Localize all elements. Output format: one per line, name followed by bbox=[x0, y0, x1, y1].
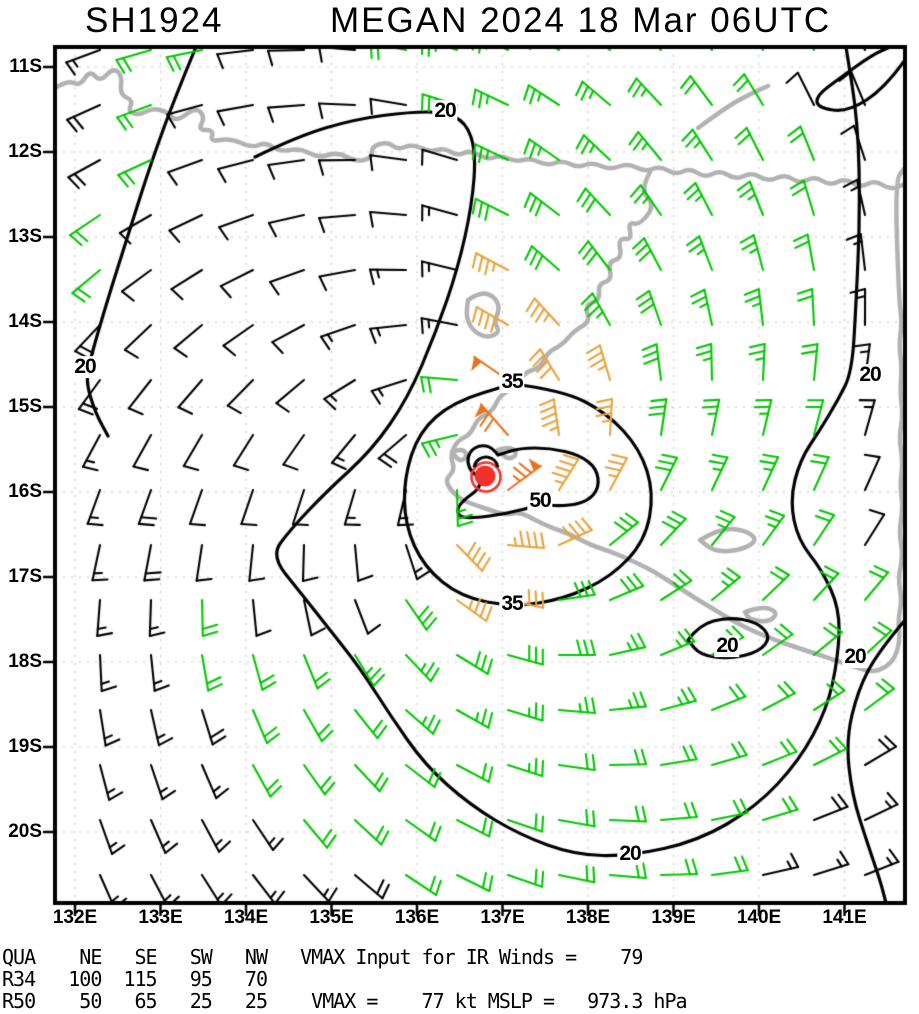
lat-tick-label-14S: 14S bbox=[8, 311, 42, 332]
lat-tick-label-20S: 20S bbox=[8, 821, 42, 842]
lon-tick-label-135E: 135E bbox=[309, 907, 354, 928]
lat-tick-label-18S: 18S bbox=[8, 651, 42, 672]
contour-label-20-6: 20 bbox=[714, 634, 740, 658]
contour-label-20-7: 20 bbox=[842, 645, 868, 669]
footer-r50-vmax-mslp-line: R50 50 65 25 25 VMAX = 77 kt MSLP = 973.… bbox=[2, 989, 688, 1013]
lat-tick-label-17S: 17S bbox=[8, 566, 42, 587]
lon-tick-label-136E: 136E bbox=[394, 907, 440, 928]
lon-tick-label-132E: 132E bbox=[52, 907, 98, 928]
lat-tick-label-12S: 12S bbox=[8, 141, 42, 162]
contour-label-50-4: 50 bbox=[527, 489, 553, 513]
lon-tick-label-138E: 138E bbox=[565, 907, 611, 928]
contour-label-35-3: 35 bbox=[499, 370, 525, 394]
lat-tick-label-15S: 15S bbox=[8, 396, 42, 417]
lat-tick-label-11S: 11S bbox=[9, 56, 42, 77]
lat-tick-label-13S: 13S bbox=[8, 226, 42, 247]
lon-tick-label-139E: 139E bbox=[651, 907, 696, 928]
lon-tick-label-140E: 140E bbox=[736, 907, 782, 928]
footer-r64-rmw-bearing-line: R64 20 25 0 0 RMW = 18 nmi BEARING = 120… bbox=[2, 1012, 743, 1014]
footer-quadrant-header-line: QUA NE SE SW NW VMAX Input for IR Winds … bbox=[2, 945, 643, 969]
contour-label-20-2: 20 bbox=[857, 363, 883, 387]
contour-label-20-1: 20 bbox=[72, 355, 98, 379]
contour-label-35-5: 35 bbox=[499, 592, 525, 616]
contour-label-20-0: 20 bbox=[432, 99, 458, 123]
contour-label-20-8: 20 bbox=[617, 842, 643, 866]
lat-tick-label-16S: 16S bbox=[8, 481, 42, 502]
lon-tick-label-137E: 137E bbox=[480, 907, 525, 928]
lon-tick-label-134E: 134E bbox=[223, 907, 269, 928]
footer-r34-line: R34 100 115 95 70 bbox=[2, 967, 268, 991]
lon-tick-label-141E: 141E bbox=[822, 907, 867, 928]
lat-tick-label-19S: 19S bbox=[8, 736, 42, 757]
lon-tick-label-133E: 133E bbox=[138, 907, 183, 928]
